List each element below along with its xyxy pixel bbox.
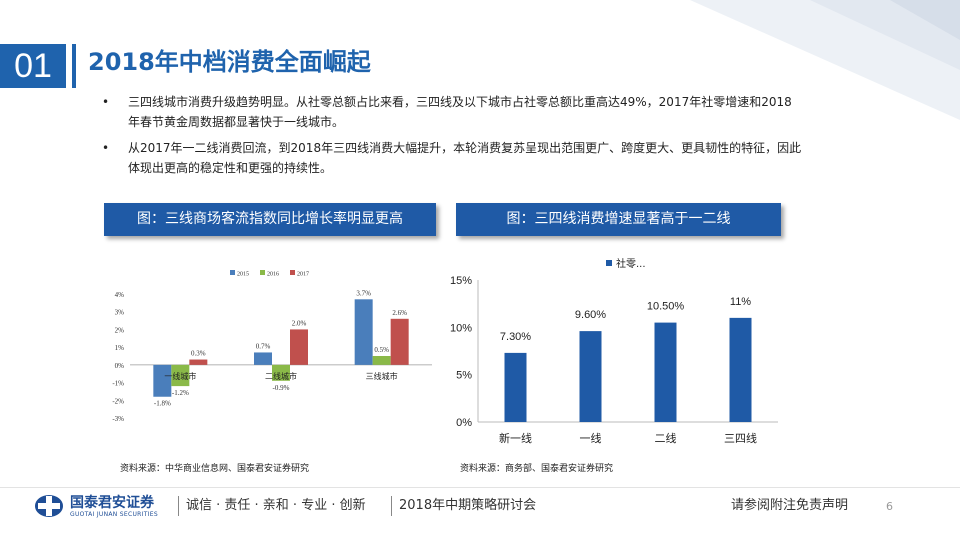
logo-name-en: GUOTAI JUNAN SECURITIES (70, 511, 158, 518)
figure-title-left: 图：三线商场客流指数同比增长率明显更高 (104, 203, 436, 236)
source-note-left: 资料来源：中华商业信息网、国泰君安证券研究 (120, 464, 310, 474)
disclaimer-link[interactable]: 请参阅附注免责声明 (731, 498, 849, 513)
source-note-right: 资料来源：商务部、国泰君安证券研究 (460, 464, 614, 474)
data-label: -1.2% (172, 389, 189, 397)
category-label: 一线 (580, 431, 602, 445)
category-label: 新一线 (499, 431, 532, 445)
footer-event: 2018年中期策略研讨会 (399, 498, 537, 513)
legend-label: 2016 (267, 272, 279, 278)
data-label: 7.30% (500, 331, 531, 343)
bullet-list: 三四线城市消费升级趋势明显。从社零总额占比来看，三四线及以下城市占社零总额比重高… (102, 92, 802, 184)
y-tick-label: 1% (115, 344, 125, 352)
data-label: 0.5% (374, 346, 389, 354)
category-label: 一线城市 (164, 371, 196, 381)
y-tick-label: -1% (112, 380, 124, 388)
data-label: -0.9% (273, 384, 290, 392)
bullet-item: 三四线城市消费升级趋势明显。从社零总额占比来看，三四线及以下城市占社零总额比重高… (102, 92, 802, 132)
bar (729, 317, 752, 422)
bar (153, 364, 172, 397)
footer-separator (178, 496, 179, 516)
y-tick-label: 0% (115, 362, 125, 370)
y-tick-label: 10% (450, 322, 472, 334)
bar (290, 329, 308, 365)
bar (579, 331, 602, 422)
legend-swatch (606, 260, 612, 266)
bar (254, 352, 272, 365)
footer-separator (391, 496, 392, 516)
y-tick-label: 4% (115, 291, 125, 299)
data-label: 0.7% (256, 342, 271, 350)
category-label: 二线城市 (265, 371, 297, 381)
legend-label: 2017 (297, 272, 309, 278)
legend-label: 2015 (237, 272, 249, 278)
legend-swatch (260, 270, 265, 275)
corner-decoration (690, 0, 960, 120)
figure-title-right: 图：三四线消费增速显著高于一二线 (456, 203, 781, 236)
data-label: 3.7% (356, 289, 371, 297)
data-label: 2.6% (392, 309, 407, 317)
category-label: 二线 (655, 431, 677, 445)
data-label: -1.8% (154, 400, 171, 408)
logo-mark-icon (35, 495, 63, 517)
y-tick-label: -2% (112, 397, 124, 405)
title-accent-bar (72, 44, 76, 88)
data-label: 9.60% (575, 309, 606, 321)
chart-mall-traffic: -3% -2% -1% 0% 1% 2% 3% 4% 2015 2016 2017 -1.8%-1.2… (102, 258, 438, 456)
page-title: 2018年中档消费全面崛起 (88, 48, 371, 76)
chart-consumption-growth: 0% 5% 10% 15% 社零... 7.30% 新一线 9.60% 一线 10.50% 二线 11… (450, 257, 778, 445)
bar (504, 352, 527, 422)
y-tick-label: -3% (112, 415, 124, 423)
section-number: 01 (0, 44, 66, 88)
bar (354, 299, 373, 365)
bar (372, 356, 391, 365)
bar (390, 318, 409, 365)
y-tick-label: 2% (115, 326, 125, 334)
category-label: 三四线 (724, 431, 757, 445)
y-tick-label: 15% (450, 275, 472, 287)
footer-values: 诚信 · 责任 · 亲和 · 专业 · 创新 (186, 498, 366, 513)
category-label: 三线城市 (366, 371, 398, 381)
y-tick-label: 5% (456, 370, 472, 382)
company-logo: 国泰君安证券 GUOTAI JUNAN SECURITIES (34, 494, 174, 520)
y-tick-label: 3% (115, 309, 125, 317)
bullet-item: 从2017年一二线消费回流，到2018年三四线消费大幅提升，本轮消费复苏呈现出范… (102, 138, 802, 178)
data-label: 10.50% (647, 301, 685, 313)
bar (171, 364, 190, 387)
data-label: 2.0% (292, 319, 307, 327)
y-tick-label: 0% (456, 417, 472, 429)
bar (654, 322, 677, 422)
data-label: 11% (730, 296, 751, 308)
legend-swatch (230, 270, 235, 275)
logo-name-cn: 国泰君安证券 (70, 495, 154, 511)
legend-label: 社零... (616, 257, 646, 270)
data-label: 0.3% (191, 350, 206, 358)
legend-swatch (290, 270, 295, 275)
footer-divider (0, 487, 960, 488)
bar (189, 359, 208, 365)
bar (272, 364, 290, 381)
page-number: 6 (886, 500, 893, 513)
